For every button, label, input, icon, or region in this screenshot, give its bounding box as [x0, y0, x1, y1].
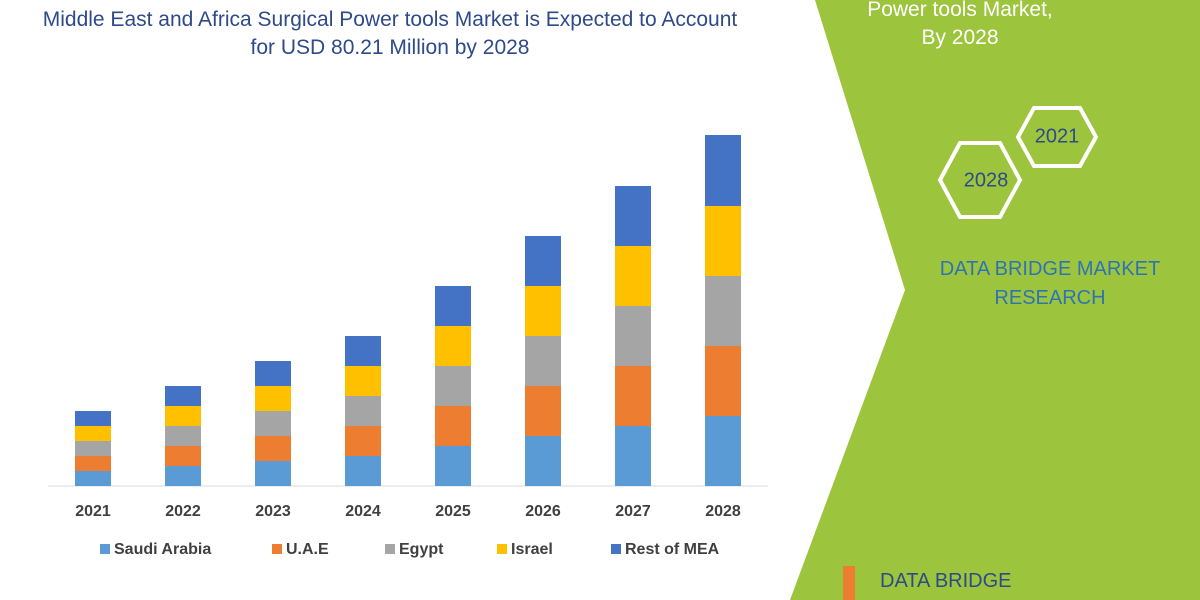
- panel-text: Power tools Market, By 2028: [867, 0, 1053, 49]
- bar-segment: [525, 236, 561, 286]
- x-tick-label: 2028: [705, 503, 741, 520]
- bar-segment: [75, 456, 111, 471]
- bar-segment: [435, 286, 471, 326]
- chart-title: Middle East and Africa Surgical Power to…: [42, 8, 738, 59]
- bar-segment: [705, 276, 741, 346]
- legend-label: U.A.E: [286, 541, 329, 558]
- bar-segment: [615, 186, 651, 246]
- bar-segment: [435, 406, 471, 446]
- legend-label: Egypt: [399, 541, 444, 558]
- legend-swatch: [272, 544, 282, 554]
- bar-segment: [165, 446, 201, 466]
- bar-segment: [165, 386, 201, 406]
- bar-segment: [525, 336, 561, 386]
- bar-segment: [75, 471, 111, 486]
- bar-segment: [345, 426, 381, 456]
- bar-segment: [435, 326, 471, 366]
- bar-segment: [525, 386, 561, 436]
- x-tick-label: 2024: [345, 503, 381, 520]
- bar-segment: [525, 286, 561, 336]
- x-tick-label: 2026: [525, 503, 561, 520]
- bar-segment: [705, 206, 741, 276]
- legend-swatch: [385, 544, 395, 554]
- bar-segment: [165, 426, 201, 446]
- bar-segment: [75, 426, 111, 441]
- bar-segment: [345, 366, 381, 396]
- bar-segment: [345, 336, 381, 366]
- bar-segment: [255, 411, 291, 436]
- logo-icon: [843, 566, 855, 600]
- hexagon: [937, 141, 1023, 219]
- bar-segment: [615, 426, 651, 486]
- hex-label: 2028: [964, 169, 1009, 191]
- bar-segment: [75, 441, 111, 456]
- bar-segment: [255, 386, 291, 411]
- legend-swatch: [497, 544, 507, 554]
- legend-label: Rest of MEA: [625, 541, 720, 558]
- x-tick-label: 2022: [165, 503, 201, 520]
- bar-segment: [165, 406, 201, 426]
- bar-segment: [345, 396, 381, 426]
- green-panel: [790, 0, 1200, 600]
- bar-segment: [255, 361, 291, 386]
- bar-segment: [615, 246, 651, 306]
- x-tick-label: 2027: [615, 503, 651, 520]
- legend-label: Israel: [511, 541, 553, 558]
- bar-segment: [705, 135, 741, 206]
- bar-segment: [435, 446, 471, 486]
- bar-segment: [705, 346, 741, 416]
- hexagon: [1015, 106, 1099, 168]
- legend-label: Saudi Arabia: [114, 541, 211, 558]
- x-tick-label: 2023: [255, 503, 291, 520]
- logo-text: DATA BRIDGE: [880, 570, 1012, 592]
- bar-segment: [255, 461, 291, 486]
- x-tick-label: 2021: [75, 503, 111, 520]
- legend-swatch: [611, 544, 621, 554]
- bar-segment: [525, 436, 561, 486]
- brand-text: DATA BRIDGE MARKET RESEARCH: [939, 258, 1161, 309]
- bar-segment: [435, 366, 471, 406]
- bar-segment: [165, 466, 201, 486]
- legend-swatch: [100, 544, 110, 554]
- x-tick-label: 2025: [435, 503, 471, 520]
- hex-label: 2021: [1035, 125, 1080, 147]
- bar-segment: [615, 306, 651, 366]
- bar-segment: [255, 436, 291, 461]
- bar-segment: [75, 411, 111, 426]
- bar-segment: [345, 456, 381, 486]
- bar-segment: [615, 366, 651, 426]
- bar-segment: [705, 416, 741, 486]
